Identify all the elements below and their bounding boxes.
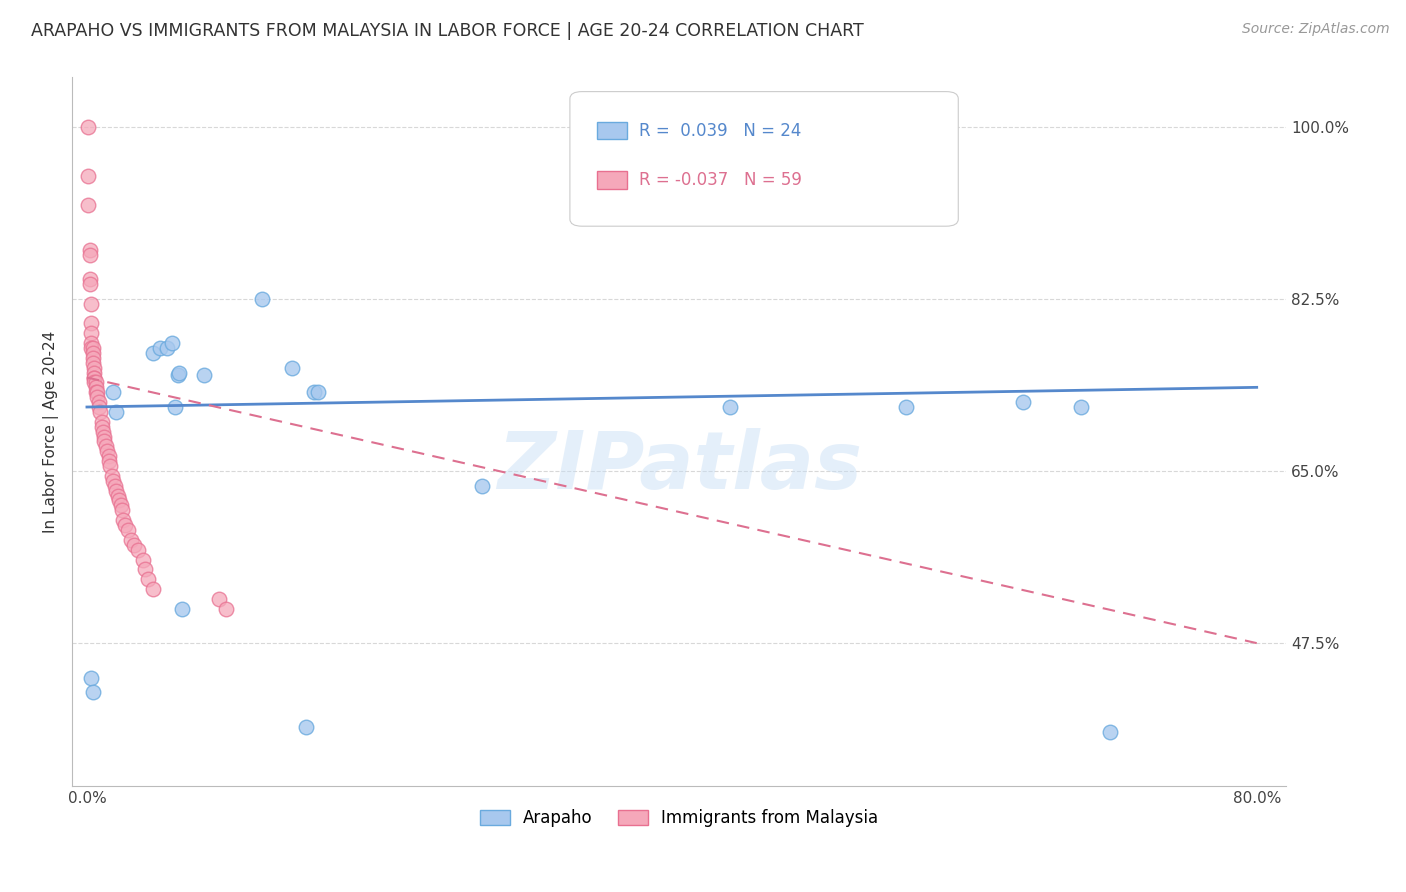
Point	[83, 370, 105, 384]
Point	[138, 572, 160, 586]
Point	[471, 479, 494, 493]
Point	[79, 272, 101, 286]
Point	[79, 243, 101, 257]
Point	[105, 405, 128, 419]
Point	[166, 368, 188, 382]
Point	[77, 198, 100, 212]
Point	[718, 400, 741, 414]
Point	[170, 601, 193, 615]
Point	[82, 356, 104, 370]
Point	[97, 454, 120, 468]
Point	[98, 458, 121, 473]
Point	[167, 366, 190, 380]
Point	[894, 400, 917, 414]
Point	[83, 376, 105, 390]
Text: Source: ZipAtlas.com: Source: ZipAtlas.com	[1241, 22, 1389, 37]
Point	[110, 499, 132, 513]
Point	[82, 346, 104, 360]
Point	[215, 601, 238, 615]
Point	[142, 582, 165, 596]
Point	[134, 562, 156, 576]
Point	[127, 542, 149, 557]
Point	[101, 469, 124, 483]
Point	[93, 434, 115, 449]
Point	[80, 341, 103, 355]
Point	[97, 449, 120, 463]
Point	[105, 483, 128, 498]
FancyBboxPatch shape	[569, 92, 959, 227]
Point	[107, 489, 129, 503]
Point	[90, 419, 112, 434]
Point	[307, 385, 329, 400]
Point	[103, 474, 125, 488]
Point	[80, 296, 103, 310]
Point	[160, 336, 183, 351]
Point	[156, 341, 179, 355]
Point	[84, 380, 107, 394]
Point	[86, 385, 108, 400]
Point	[80, 326, 103, 341]
Point	[83, 360, 105, 375]
Point	[302, 385, 325, 400]
Point	[91, 425, 114, 439]
Point	[142, 346, 165, 360]
Point	[83, 370, 105, 384]
Point	[80, 336, 103, 351]
Point	[82, 351, 104, 365]
Point	[82, 341, 104, 355]
Point	[82, 685, 104, 699]
Point	[104, 479, 127, 493]
Point	[252, 292, 274, 306]
Point	[207, 591, 229, 606]
Point	[117, 523, 139, 537]
Text: ARAPAHO VS IMMIGRANTS FROM MALAYSIA IN LABOR FORCE | AGE 20-24 CORRELATION CHART: ARAPAHO VS IMMIGRANTS FROM MALAYSIA IN L…	[31, 22, 863, 40]
Point	[96, 444, 118, 458]
Point	[131, 552, 153, 566]
Point	[83, 366, 105, 380]
Point	[84, 376, 107, 390]
Point	[114, 518, 136, 533]
Point	[163, 400, 186, 414]
Point	[111, 503, 134, 517]
Point	[122, 538, 145, 552]
Point	[77, 120, 100, 134]
Y-axis label: In Labor Force | Age 20-24: In Labor Force | Age 20-24	[44, 331, 59, 533]
Point	[1099, 724, 1122, 739]
Point	[77, 169, 100, 183]
Point	[79, 247, 101, 261]
Point	[108, 493, 131, 508]
Point	[84, 385, 107, 400]
Point	[80, 671, 103, 685]
FancyBboxPatch shape	[596, 121, 627, 139]
Point	[86, 390, 108, 404]
Point	[149, 341, 172, 355]
FancyBboxPatch shape	[596, 171, 627, 189]
Point	[295, 720, 318, 734]
Point	[94, 439, 117, 453]
Point	[1011, 395, 1033, 409]
Point	[103, 385, 125, 400]
Text: ZIPatlas: ZIPatlas	[496, 428, 862, 506]
Text: R = -0.037   N = 59: R = -0.037 N = 59	[640, 171, 801, 189]
Point	[87, 395, 110, 409]
Point	[87, 400, 110, 414]
Point	[112, 513, 135, 527]
Point	[280, 360, 302, 375]
Point	[79, 277, 101, 291]
Point	[89, 405, 111, 419]
Point	[90, 415, 112, 429]
Text: R =  0.039   N = 24: R = 0.039 N = 24	[640, 121, 801, 139]
Legend: Arapaho, Immigrants from Malaysia: Arapaho, Immigrants from Malaysia	[474, 803, 884, 834]
Point	[120, 533, 142, 547]
Point	[1070, 400, 1092, 414]
Point	[193, 368, 215, 382]
Point	[80, 317, 103, 331]
Point	[93, 429, 115, 443]
